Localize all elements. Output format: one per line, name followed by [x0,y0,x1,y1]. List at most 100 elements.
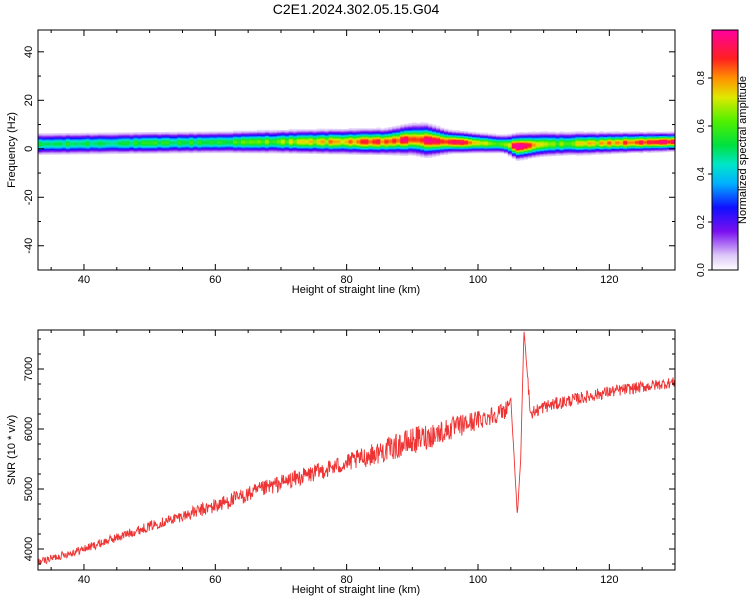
heatmap-cell [53,142,59,145]
heatmap-cell [45,138,51,141]
heatmap-cell [105,141,110,143]
heatmap-cell [495,146,501,148]
heatmap-cell [416,127,421,129]
heatmap-cell [105,144,110,146]
heatmap-cell [161,140,166,142]
heatmap-cell [213,149,218,152]
heatmap-cell [440,136,445,138]
heatmap-cell [225,151,230,154]
heatmap-cell [651,137,656,139]
heatmap-cell [448,140,453,142]
heatmap-cell [551,151,556,153]
heatmap-cell [563,138,568,141]
heatmap-cell [205,141,210,143]
heatmap-cell [201,137,206,139]
heatmap-cell [256,146,262,148]
heatmap-cell [205,144,210,146]
heatmap-cell [591,152,596,155]
heatmap-cell [499,134,505,136]
heatmap-cell [487,138,493,140]
heatmap-cell [57,137,63,140]
heatmap-cell [583,144,588,146]
heatmap-cell [197,138,202,140]
heatmap-cell [436,145,441,147]
heatmap-cell [201,146,206,148]
heatmap-cell [404,142,409,144]
heatmap-cell [268,147,274,149]
heatmap-cell [288,138,294,141]
heatmap-cell [360,146,365,148]
heatmap-cell [380,138,385,140]
heatmap-cell [428,154,433,156]
heatmap-cell [376,149,381,152]
heatmap-cell [547,134,552,137]
heatmap-cell [288,143,294,145]
heatmap-cell [296,148,302,150]
heatmap-cell [213,132,218,134]
heatmap-cell [428,126,433,128]
heatmap-cell [448,151,453,154]
heatmap-cell [145,139,150,142]
heatmap-cell [475,144,481,146]
heatmap-cell [320,144,325,146]
heatmap-cell [611,151,616,154]
heatmap-cell [667,144,672,146]
heatmap-cell [197,141,202,143]
heatmap-cell [440,139,445,141]
heatmap-cell [535,145,540,147]
heatmap-cell [237,147,242,149]
heatmap-cell [392,149,397,151]
heatmap-cell [300,129,306,131]
heatmap-cell [404,125,409,127]
heatmap-cell [491,142,497,144]
heatmap-cell [332,145,337,147]
heatmap-cell [229,136,234,138]
heatmap-cell [125,150,130,152]
heatmap-cell [85,153,91,155]
heatmap-cell [511,136,517,138]
heatmap-cell [535,143,540,145]
heatmap-cell [368,130,373,132]
x-tick-label: 100 [469,574,487,586]
heatmap-cell [460,152,465,154]
heatmap-cell [503,151,509,154]
heatmap-cell [587,141,592,143]
heatmap-cell [113,142,118,144]
heatmap-cell [284,130,290,132]
heatmap-cell [384,150,389,153]
heatmap-cell [193,150,198,152]
heatmap-cell [356,151,361,153]
heatmap-cell [165,140,170,142]
heatmap-cell [268,131,274,134]
heatmap-cell [264,151,270,153]
heatmap-cell [109,136,114,138]
heatmap-cell [316,144,321,146]
heatmap-cell [483,134,489,136]
heatmap-cell [428,150,433,153]
heatmap-cell [117,145,122,148]
heatmap-cell [81,141,87,143]
heatmap-cell [280,136,286,139]
heatmap-cell [667,131,672,133]
heatmap-cell [300,139,306,142]
heatmap-cell [579,139,584,142]
heatmap-cell [109,145,114,147]
heatmap-cell [563,136,568,139]
heatmap-cell [456,131,461,134]
heatmap-cell [201,138,206,140]
heatmap-cell [424,126,429,128]
heatmap-cell [631,151,636,153]
heatmap-cell [631,133,636,135]
heatmap-cell [499,146,505,148]
heatmap-cell [432,153,437,156]
heatmap-cell [543,132,548,134]
heatmap-cell [531,149,536,152]
heatmap-cell [428,125,433,127]
heatmap-cell [440,142,445,144]
heatmap-cell [603,133,608,136]
heatmap-cell [268,134,274,136]
heatmap-cell [499,145,505,147]
heatmap-cell [671,142,675,145]
heatmap-cell [436,137,441,139]
heatmap-cell [197,136,202,138]
